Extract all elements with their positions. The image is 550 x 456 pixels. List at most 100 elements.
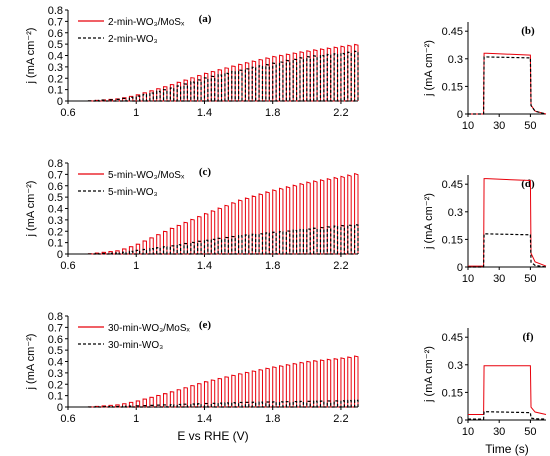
x-tick-label: 0.6 <box>60 107 75 119</box>
y-axis-label: j (mA cm⁻²) <box>423 346 435 403</box>
x-tick-label: 1 <box>133 413 139 425</box>
y-tick-label: 0.3 <box>448 360 463 372</box>
x-tick-label: 1.8 <box>265 413 280 425</box>
y-tick-label: 0.1 <box>48 85 63 97</box>
x-tick-label: 30 <box>493 273 505 285</box>
x-tick-label: 10 <box>462 120 474 132</box>
x-tick-label: 30 <box>493 426 505 438</box>
x-tick-label: 1 <box>133 260 139 272</box>
x-tick-label: 50 <box>524 120 536 132</box>
y-tick-label: 0 <box>457 109 463 121</box>
x-tick-label: 10 <box>462 426 474 438</box>
x-axis-label: Time (s) <box>485 442 529 456</box>
y-tick-label: 0.7 <box>48 16 63 28</box>
x-tick-label: 2.2 <box>333 413 348 425</box>
y-tick-label: 0.2 <box>48 226 63 238</box>
y-axis-label: j (mA cm⁻²) <box>423 193 435 250</box>
x-axis-label: E vs RHE (V) <box>177 429 248 443</box>
y-tick-label: 0 <box>457 415 463 427</box>
y-tick-label: 0.6 <box>48 334 63 346</box>
legend-entry: 2-min-WO₃/MoSₓ <box>108 17 185 28</box>
x-tick-label: 50 <box>524 426 536 438</box>
panel-c: 00.10.20.30.40.50.60.70.80.6 1 1.4 1.8 2.2j … <box>25 158 359 272</box>
y-axis-label: j (mA cm⁻²) <box>423 40 435 97</box>
y-tick-label: 0 <box>57 96 63 108</box>
panel-b: 0 0.15 0.3 0.45 10 30 50 j (mA cm⁻²) (b) <box>423 22 547 132</box>
y-tick-label: 0.1 <box>48 391 63 403</box>
x-tick-label: 1.8 <box>265 260 280 272</box>
series-line-1 <box>87 399 359 408</box>
y-tick-label: 0.3 <box>48 368 63 380</box>
y-tick-label: 0.8 <box>48 5 63 17</box>
series-line-1 <box>87 223 359 255</box>
legend-entry: 2-min-WO₃ <box>108 34 158 45</box>
series-line-0 <box>468 178 547 267</box>
y-tick-label: 0.45 <box>442 332 463 344</box>
y-axis-label: j (mA cm⁻²) <box>25 28 37 85</box>
y-tick-label: 0.6 <box>48 28 63 40</box>
y-tick-label: 0.7 <box>48 322 63 334</box>
legend-entry: 30-min-WO₃/MoSₓ <box>108 323 191 334</box>
y-tick-label: 0.3 <box>448 54 463 66</box>
panel-label: (b) <box>521 25 535 37</box>
series-line-0 <box>87 355 359 408</box>
x-tick-label: 2.2 <box>333 260 348 272</box>
y-tick-label: 0.5 <box>48 39 63 51</box>
x-tick-label: 0.6 <box>60 413 75 425</box>
y-tick-label: 0.4 <box>48 51 63 63</box>
y-tick-label: 0.2 <box>48 379 63 391</box>
panel-label: (f) <box>523 331 534 343</box>
y-tick-label: 0.4 <box>48 204 63 216</box>
y-axis-label: j (mA cm⁻²) <box>25 334 37 391</box>
y-tick-label: 0.1 <box>48 238 63 250</box>
panel-a: 00.10.20.30.40.50.60.70.80.6 1 1.4 1.8 2.2j … <box>25 5 359 119</box>
x-tick-label: 10 <box>462 273 474 285</box>
y-tick-label: 0.7 <box>48 169 63 181</box>
y-tick-label: 0 <box>57 402 63 414</box>
panel-d: 0 0.15 0.3 0.45 10 30 50 j (mA cm⁻²) (d) <box>423 175 547 285</box>
series-line-0 <box>468 52 547 115</box>
y-tick-label: 0.15 <box>442 81 463 93</box>
x-tick-label: 50 <box>524 273 536 285</box>
x-tick-label: 1.8 <box>265 107 280 119</box>
y-tick-label: 0.3 <box>448 207 463 219</box>
panel-e: 00.10.20.30.40.50.60.70.80.6 1 1.4 1.8 2.2j … <box>25 311 359 443</box>
series-line-1 <box>468 411 547 420</box>
series-line-1 <box>468 233 547 268</box>
y-tick-label: 0.8 <box>48 158 63 170</box>
series-line-1 <box>468 56 547 115</box>
y-tick-label: 0.2 <box>48 73 63 85</box>
x-tick-label: 1.4 <box>197 413 212 425</box>
y-tick-label: 0.3 <box>48 215 63 227</box>
panel-label: (e) <box>199 319 212 331</box>
series-line-0 <box>468 365 547 415</box>
y-tick-label: 0 <box>457 262 463 274</box>
x-tick-label: 2.2 <box>333 107 348 119</box>
x-tick-label: 1.4 <box>197 107 212 119</box>
y-tick-label: 0.15 <box>442 234 463 246</box>
legend-entry: 5-min-WO₃ <box>108 187 158 198</box>
x-tick-label: 0.6 <box>60 260 75 272</box>
panel-f: 0 0.15 0.3 0.45 10 30 50 j (mA cm⁻²) Time (s) (f) <box>423 328 547 456</box>
y-tick-label: 0.5 <box>48 192 63 204</box>
y-tick-label: 0.4 <box>48 357 63 369</box>
legend-entry: 30-min-WO₃ <box>108 340 163 351</box>
y-tick-label: 0.5 <box>48 345 63 357</box>
panel-label: (c) <box>199 166 212 178</box>
x-tick-label: 30 <box>493 120 505 132</box>
legend-entry: 5-min-WO₃/MoSₓ <box>108 170 185 181</box>
y-tick-label: 0.45 <box>442 179 463 191</box>
y-tick-label: 0.6 <box>48 181 63 193</box>
series-line-1 <box>87 50 359 102</box>
x-tick-label: 1 <box>133 107 139 119</box>
panel-label: (d) <box>521 178 535 190</box>
y-tick-label: 0.15 <box>442 387 463 399</box>
x-tick-label: 1.4 <box>197 260 212 272</box>
y-tick-label: 0.8 <box>48 311 63 323</box>
y-tick-label: 0 <box>57 249 63 261</box>
panel-label: (a) <box>199 13 212 25</box>
y-tick-label: 0.3 <box>48 62 63 74</box>
y-tick-label: 0.45 <box>442 26 463 38</box>
y-axis-label: j (mA cm⁻²) <box>25 181 37 238</box>
